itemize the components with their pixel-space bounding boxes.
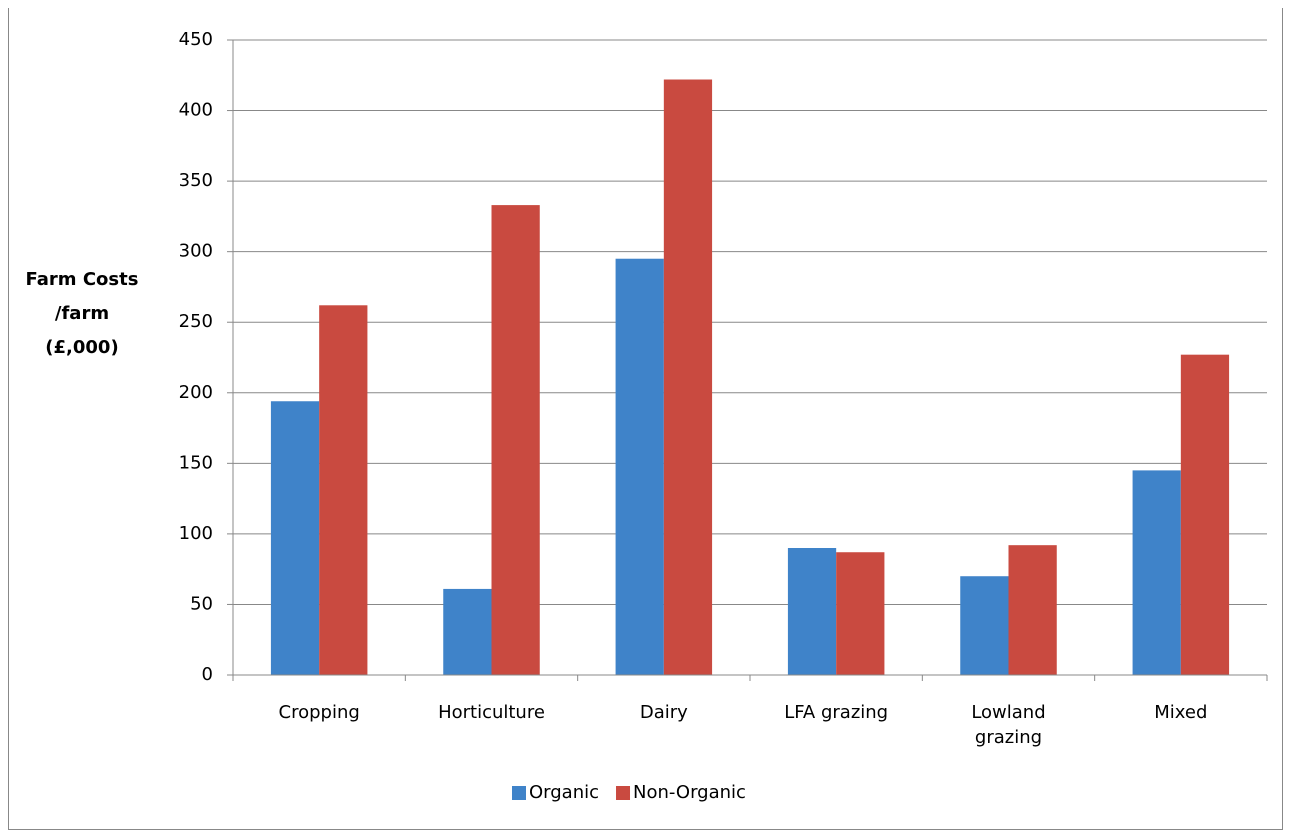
legend-swatch: [512, 786, 526, 800]
x-tick-label-box: Mixed: [1095, 700, 1267, 725]
bar: [836, 552, 885, 675]
bar: [1132, 470, 1181, 675]
x-tick-label-box: Dairy: [578, 700, 750, 725]
y-axis-label: Farm Costs: [26, 269, 139, 290]
x-tick-label: Mixed: [1154, 702, 1208, 723]
x-tick-label: LFA grazing: [784, 702, 889, 723]
x-tick-label-box: Cropping: [233, 700, 405, 725]
x-tick-label-box: Lowland grazing: [922, 700, 1094, 750]
x-tick-label: Horticulture: [438, 702, 545, 723]
bar: [663, 79, 713, 675]
x-tick-label-box: Horticulture: [405, 700, 577, 725]
frame: [8, 8, 1283, 830]
y-axis-label: (£,000): [45, 337, 118, 358]
bar: [443, 588, 492, 675]
y-tick-label: 200: [179, 382, 213, 403]
y-tick-label: 400: [179, 100, 213, 121]
y-tick-label: 150: [179, 452, 213, 473]
bar: [787, 548, 837, 675]
bar: [491, 205, 540, 675]
y-tick-label: 450: [179, 29, 213, 50]
x-tick-label: Dairy: [639, 702, 688, 723]
legend-label: Organic: [529, 782, 599, 803]
bar: [319, 305, 368, 675]
x-tick-label-box: LFA grazing: [750, 700, 922, 725]
x-tick-label: Lowland grazing: [971, 702, 1046, 748]
legend-label: Non-Organic: [633, 782, 746, 803]
y-axis-label: /farm: [55, 303, 109, 324]
bar: [1180, 354, 1230, 675]
y-tick-label: 50: [190, 593, 213, 614]
y-tick-label: 300: [179, 241, 213, 262]
bar: [615, 258, 664, 675]
x-tick-label: Cropping: [278, 702, 360, 723]
bar: [1008, 545, 1057, 675]
bar: [960, 576, 1009, 675]
legend-swatch: [616, 786, 631, 800]
y-tick-label: 250: [179, 311, 213, 332]
bar: [270, 401, 320, 675]
y-tick-label: 100: [179, 523, 213, 544]
y-tick-label: 0: [202, 664, 213, 685]
y-tick-label: 350: [179, 170, 213, 191]
